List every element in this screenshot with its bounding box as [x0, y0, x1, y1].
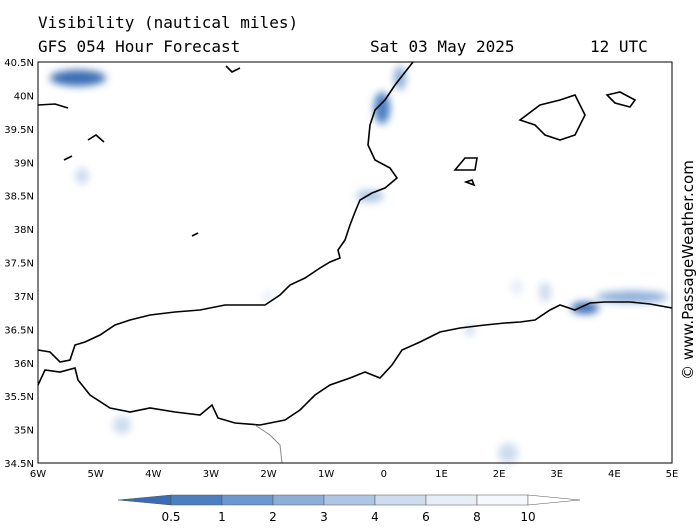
lat-label: 38.5N — [4, 192, 34, 203]
lon-label: 1W — [318, 469, 334, 480]
lon-label: 2E — [493, 469, 506, 480]
lat-label: 35.5N — [4, 392, 34, 403]
lat-label: 38N — [14, 225, 34, 236]
lat-label: 35N — [14, 426, 34, 437]
lat-label: 40.5N — [4, 58, 34, 69]
lat-label: 37N — [14, 292, 34, 303]
legend-label: 3 — [320, 510, 328, 524]
lat-label: 36.5N — [4, 325, 34, 336]
legend-label: 0.5 — [161, 510, 180, 524]
lat-label: 34.5N — [4, 459, 34, 470]
legend-label: 4 — [371, 510, 379, 524]
time: 12 UTC — [590, 37, 648, 56]
lat-label: 40N — [14, 91, 34, 102]
lon-label: 3W — [203, 469, 219, 480]
legend-label: 1 — [218, 510, 226, 524]
legend-label: 6 — [422, 510, 430, 524]
lon-label: 3E — [550, 469, 563, 480]
visibility-field — [50, 66, 668, 463]
lon-label: 5E — [666, 469, 679, 480]
lon-label: 5W — [88, 469, 104, 480]
watermark: © www.PassageWeather.com — [679, 160, 697, 380]
lon-label: 0 — [381, 469, 387, 480]
lon-label: 4W — [145, 469, 161, 480]
legend-label: 10 — [520, 510, 535, 524]
lat-label: 39N — [14, 158, 34, 169]
lat-label: 36N — [14, 359, 34, 370]
subtitle: GFS 054 Hour Forecast — [38, 37, 240, 56]
lon-label: 4E — [608, 469, 621, 480]
coastlines — [37, 61, 673, 464]
lat-label: 37.5N — [4, 259, 34, 270]
legend-label: 2 — [269, 510, 277, 524]
lon-label: 2W — [260, 469, 276, 480]
title: Visibility (nautical miles) — [38, 13, 298, 32]
date: Sat 03 May 2025 — [370, 37, 515, 56]
legend-label: 8 — [473, 510, 481, 524]
lon-label: 1E — [435, 469, 448, 480]
legend — [117, 494, 581, 506]
lon-label: 6W — [30, 469, 46, 480]
lat-label: 39.5N — [4, 125, 34, 136]
map-frame — [37, 61, 673, 464]
